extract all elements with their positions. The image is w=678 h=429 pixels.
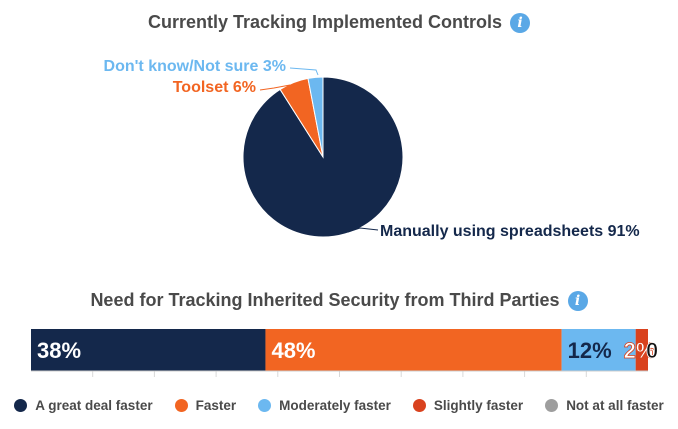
bar-data-label: 12% [568, 338, 612, 363]
pie-chart-title: Currently Tracking Implemented Controls i [0, 12, 678, 33]
legend-item[interactable]: Slightly faster [412, 398, 524, 413]
legend-label: Slightly faster [433, 398, 524, 413]
pie-slice[interactable] [307, 76, 324, 158]
bar-chart-title: Need for Tracking Inherited Security fro… [0, 290, 678, 311]
legend-item[interactable]: Not at all faster [545, 398, 664, 413]
info-icon[interactable]: i [510, 13, 531, 33]
pie-chart: Manually using spreadsheets 91% Toolset 6… [104, 58, 640, 240]
legend-swatch [174, 399, 188, 412]
pie-slice-label: Don't know/Not sure 3% [104, 58, 286, 75]
info-icon[interactable]: i [567, 291, 588, 311]
bar-data-label: 38% [37, 338, 81, 363]
bar-chart-legend: A great deal faster Faster Moderately fast… [0, 398, 678, 413]
legend-label: Faster [195, 398, 237, 413]
legend-label: Moderately faster [279, 398, 391, 413]
legend-swatch [14, 399, 28, 412]
pie-label-connector [289, 67, 319, 76]
bar-data-label: 2% [624, 338, 656, 363]
legend-item[interactable]: Moderately faster [258, 398, 391, 413]
bar-data-label: 48% [271, 338, 315, 363]
pie-label-connector [347, 227, 379, 233]
pie-slice-label: Manually using spreadsheets 91% [380, 223, 640, 240]
pie-label-connector [259, 84, 291, 91]
legend-label: A great deal faster [35, 398, 153, 413]
bar-segment[interactable] [635, 329, 648, 371]
legend-swatch [545, 399, 559, 412]
legend-item[interactable]: A great deal faster [14, 398, 153, 413]
legend-label: Not at all faster [566, 398, 664, 413]
legend-item[interactable]: Faster [174, 398, 237, 413]
bar-segment[interactable] [31, 329, 266, 371]
bar-data-label: 0 [646, 338, 658, 363]
bar-chart-title-text: Need for Tracking Inherited Security fro… [90, 290, 560, 310]
bar-segment[interactable] [561, 329, 636, 371]
pie-slice-label: Toolset 6% [173, 79, 256, 96]
bar-segment[interactable] [265, 329, 562, 371]
legend-swatch [412, 399, 426, 412]
pie-chart-title-text: Currently Tracking Implemented Controls [147, 12, 503, 32]
legend-swatch [258, 399, 272, 412]
